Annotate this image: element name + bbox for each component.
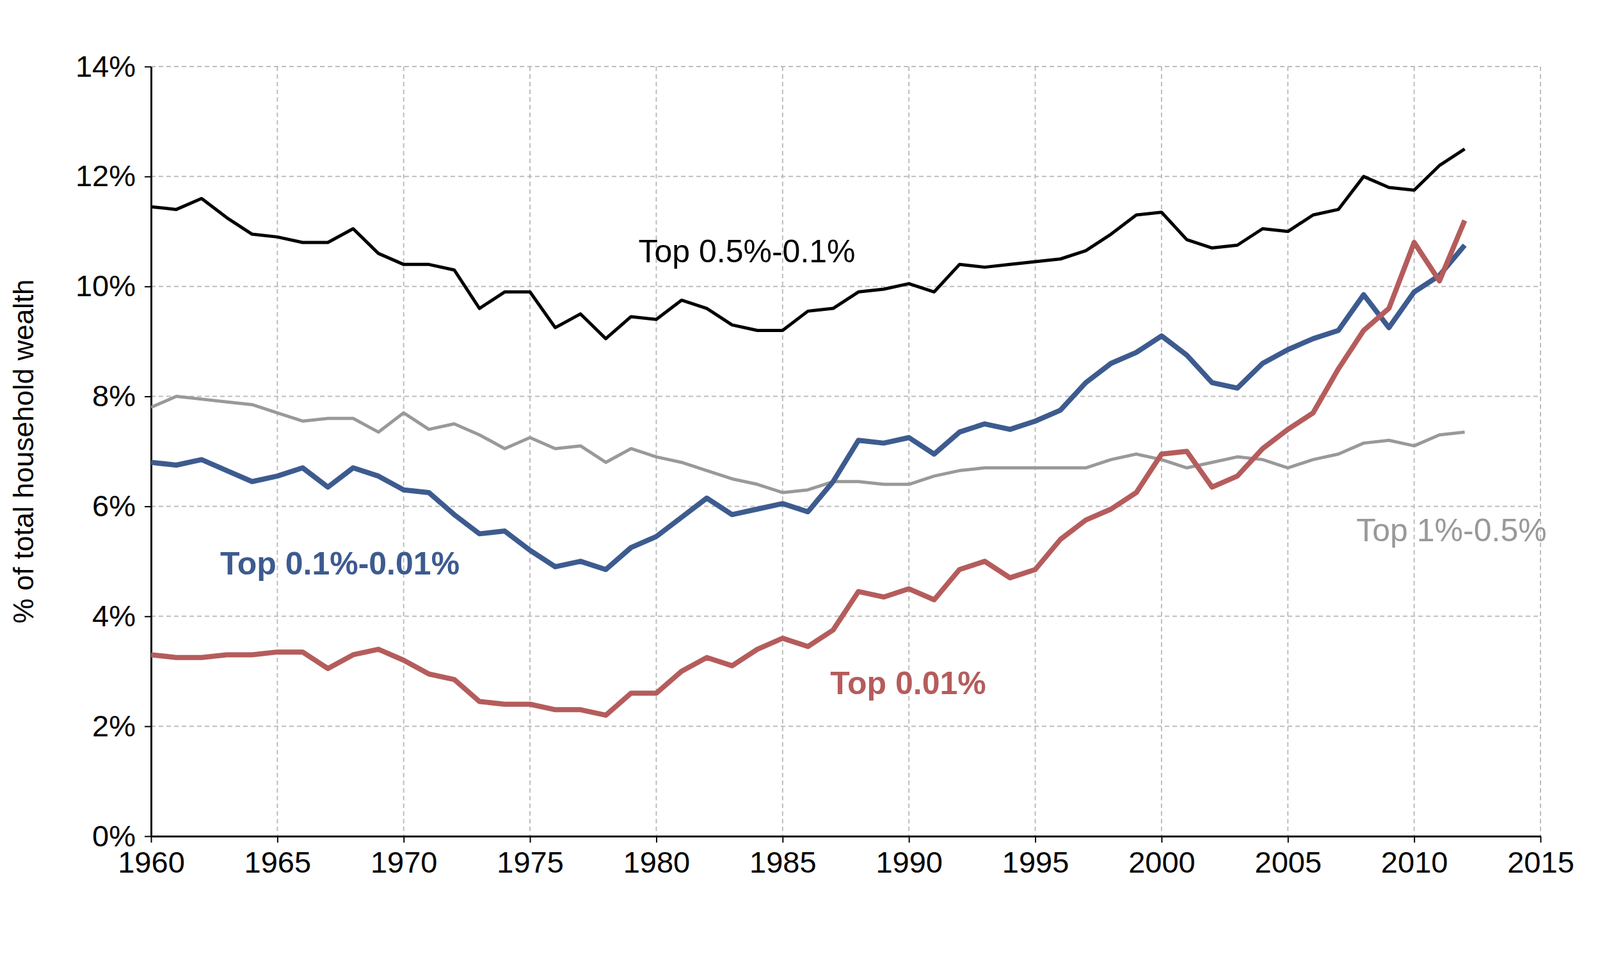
grid-line-y	[151, 725, 1541, 728]
x-tick-mark	[1413, 836, 1416, 843]
x-tick-label: 1995	[1002, 845, 1070, 880]
grid-line-y	[151, 615, 1541, 617]
x-tick-mark	[656, 836, 658, 843]
y-tick-mark	[144, 396, 152, 398]
y-tick: 2%	[92, 709, 152, 744]
x-tick-mark	[403, 836, 405, 843]
y-axis-title: % of total household wealth	[7, 279, 40, 624]
x-tick-mark	[1540, 836, 1542, 843]
y-tick: 14%	[75, 49, 152, 84]
y-axis-line	[150, 67, 153, 838]
grid-line-x	[529, 66, 531, 837]
x-tick: 2000	[1128, 836, 1196, 880]
grid-line-y	[151, 176, 1541, 178]
x-tick-label: 2000	[1128, 845, 1196, 880]
y-tick: 10%	[75, 268, 152, 303]
x-tick-mark	[908, 836, 911, 843]
grid-line-x	[908, 66, 910, 837]
x-tick-label: 1970	[370, 845, 438, 880]
x-tick: 1965	[244, 836, 312, 880]
x-tick: 1995	[1002, 836, 1070, 880]
x-tick-label: 2010	[1381, 845, 1449, 880]
series-label: Top 0.5%-0.1%	[638, 233, 856, 270]
x-tick: 1990	[875, 836, 943, 880]
series-line	[151, 149, 1465, 339]
x-tick: 1970	[370, 836, 438, 880]
grid-line-y	[151, 505, 1541, 507]
x-tick-mark	[151, 836, 153, 843]
y-tick: 4%	[92, 599, 152, 633]
x-tick-mark	[1160, 836, 1163, 843]
grid	[151, 66, 1541, 837]
grid-line-x	[1034, 66, 1037, 837]
x-tick-label: 2015	[1507, 845, 1575, 880]
grid-line-x	[403, 66, 405, 837]
y-tick: 6%	[92, 488, 152, 523]
lines	[151, 149, 1465, 716]
series-line	[151, 220, 1465, 716]
x-tick-label: 1980	[623, 845, 691, 880]
series-labels: Top 0.5%-0.1% Top 1%-0.5% Top 0.1%-0.01% To…	[220, 233, 1547, 702]
x-tick-mark	[277, 836, 279, 843]
y-tick-mark	[144, 726, 152, 728]
x-axis-line	[151, 835, 1542, 838]
y-tick-mark	[144, 286, 152, 288]
grid-line-x	[1413, 66, 1416, 837]
y-tick-label: 8%	[92, 378, 136, 413]
x-tick: 2005	[1254, 836, 1322, 880]
x-tick: 1985	[749, 836, 817, 880]
x-tick-label: 1985	[749, 845, 817, 880]
x-tick-mark	[1034, 836, 1037, 843]
x-tick: 1980	[623, 836, 691, 880]
series-label: Top 0.1%-0.01%	[220, 545, 460, 582]
grid-line-x	[782, 66, 784, 837]
y-tick-mark	[144, 836, 152, 838]
plot: 0%2%4%6%8%10%12%14%196019651970197519801…	[75, 49, 1575, 880]
grid-line-x	[655, 66, 657, 837]
grid-line-y	[151, 286, 1541, 288]
grid-line-y	[151, 65, 1541, 68]
x-tick-mark	[529, 836, 532, 843]
series-label: Top 1%-0.5%	[1356, 512, 1547, 549]
x-tick-label: 1975	[496, 845, 564, 880]
x-tick-label: 2005	[1254, 845, 1322, 880]
y-tick-label: 12%	[75, 158, 136, 193]
y-axis: 0%2%4%6%8%10%12%14%	[75, 49, 152, 854]
grid-line-y	[151, 396, 1541, 398]
grid-line-x	[1539, 66, 1542, 837]
series-line	[151, 245, 1465, 570]
grid-line-y	[151, 835, 1541, 838]
x-tick: 1960	[117, 836, 185, 880]
x-tick-mark	[782, 836, 784, 843]
x-tick-label: 1965	[244, 845, 312, 880]
y-tick: 12%	[75, 158, 152, 193]
x-tick-mark	[1287, 836, 1289, 843]
chart: 0%2%4%6%8%10%12%14%196019651970197519801…	[0, 0, 1600, 975]
x-tick: 1975	[496, 836, 564, 880]
x-axis: 1960 1965 1970 1975 1980 1985 1990 1995 2000 2005…	[117, 836, 1575, 880]
x-tick: 2010	[1381, 836, 1449, 880]
y-tick-label: 6%	[92, 488, 136, 523]
grid-line-x	[1287, 66, 1289, 837]
grid-line-x	[150, 66, 152, 837]
grid-line-x	[1160, 66, 1163, 837]
y-tick-mark	[144, 616, 152, 618]
y-tick-mark	[144, 506, 152, 508]
y-tick-label: 14%	[75, 49, 136, 84]
y-tick: 8%	[92, 378, 152, 413]
x-tick-label: 1960	[117, 845, 185, 880]
y-tick-label: 2%	[92, 709, 136, 744]
grid-line-x	[276, 66, 278, 837]
y-tick-label: 4%	[92, 599, 136, 633]
x-tick: 2015	[1507, 836, 1575, 880]
series-label: Top 0.01%	[830, 665, 987, 702]
x-tick-label: 1990	[875, 845, 943, 880]
y-tick-label: 10%	[75, 268, 136, 303]
y-tick-mark	[144, 176, 152, 178]
y-tick-mark	[144, 66, 152, 68]
